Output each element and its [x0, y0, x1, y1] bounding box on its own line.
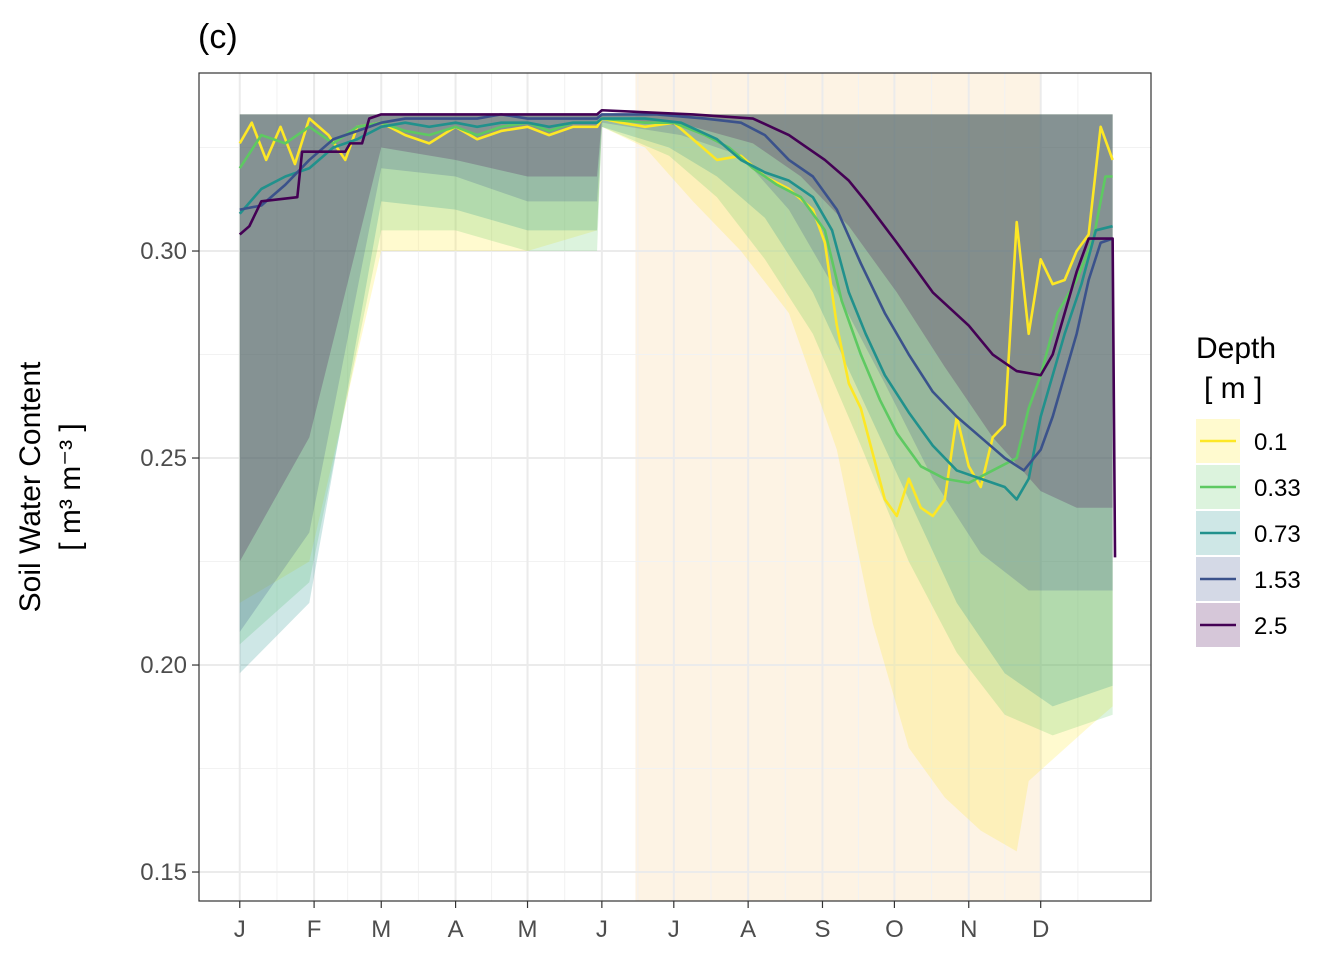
x-tick-label: O [885, 916, 904, 943]
plot-panel-border [198, 72, 1152, 902]
legend-label-0.1: 0.1 [1254, 429, 1287, 456]
legend-label-2.5: 2.5 [1254, 613, 1287, 640]
x-tick-label: A [448, 916, 464, 943]
y-axis-title: Soil Water Content [ m³ m⁻³ ] [14, 361, 87, 612]
legend-title-line1: Depth [1196, 332, 1276, 365]
x-tick-label: N [960, 916, 977, 943]
x-tick-label: F [307, 916, 322, 943]
legend-label-0.73: 0.73 [1254, 521, 1301, 548]
line-0.33 [238, 117, 1113, 485]
y-tick-label: 0.30 [140, 238, 187, 265]
x-tick-label: M [518, 916, 538, 943]
y-tick-label: 0.25 [140, 445, 187, 472]
x-tick-label: J [234, 916, 246, 943]
data-bands [239, 114, 1113, 852]
legend-label-1.53: 1.53 [1254, 567, 1301, 594]
grid-major [199, 73, 1151, 901]
x-tick-label: J [668, 916, 680, 943]
legend-title-line2: [ m ] [1204, 372, 1262, 405]
x-tick-label: S [814, 916, 830, 943]
y-axis-title-line2: [ m³ m⁻³ ] [54, 423, 87, 550]
data-lines [238, 108, 1117, 558]
line-0.73 [238, 117, 1113, 501]
x-tick-label: J [596, 916, 608, 943]
y-tick-label: 0.15 [140, 859, 187, 886]
band-1.53 [239, 114, 1113, 632]
y-axis-title-line1: Soil Water Content [14, 361, 47, 612]
y-axis: 0.15 0.20 0.25 0.30 [140, 238, 199, 886]
chart-title: (c) [198, 18, 238, 56]
x-tick-label: M [371, 916, 391, 943]
band-0.33 [239, 114, 1113, 736]
y-tick-label: 0.20 [140, 652, 187, 679]
legend: Depth [ m ] 0.1 0.33 0.73 1.53 2.5 [1196, 332, 1301, 647]
legend-label-0.33: 0.33 [1254, 475, 1301, 502]
x-tick-label: A [740, 916, 756, 943]
band-0.73 [239, 114, 1113, 707]
band-2.5 [239, 114, 1113, 562]
line-2.5 [238, 108, 1117, 558]
x-tick-label: D [1032, 916, 1049, 943]
line-1.53 [239, 113, 1114, 472]
band-0.1 [239, 114, 1113, 852]
